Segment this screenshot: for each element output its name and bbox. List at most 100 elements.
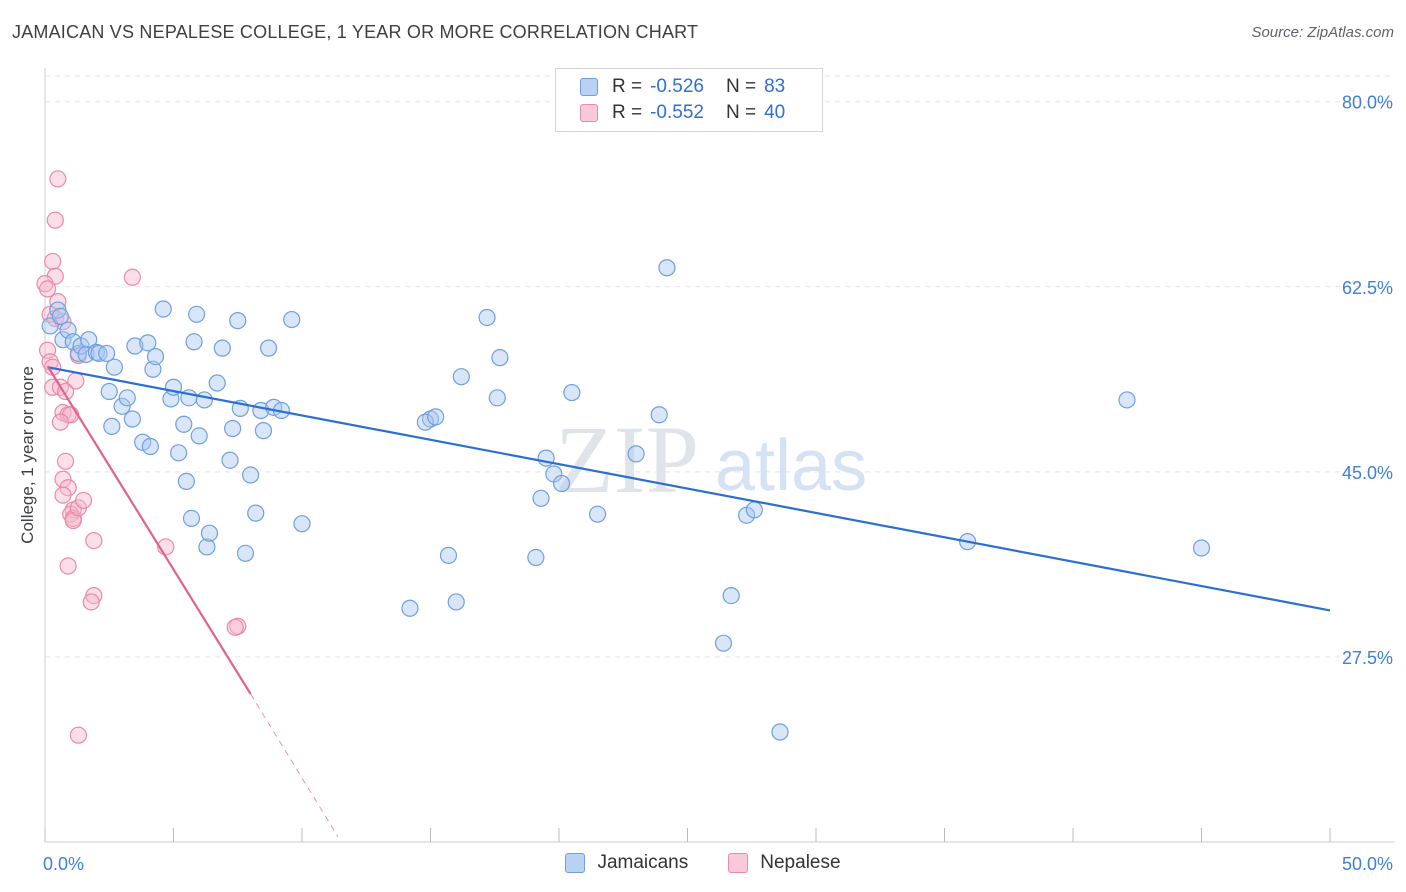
jamaican-point <box>283 310 301 329</box>
nepalese-trend-line <box>46 365 252 695</box>
nepalese-point <box>69 726 88 744</box>
jamaican-point <box>229 312 247 330</box>
jamaican-point <box>714 634 733 652</box>
legend-item-nepalese[interactable]: Nepalese <box>728 852 841 874</box>
jamaican-point <box>146 347 165 366</box>
jamaican-point <box>224 419 242 438</box>
legend-r-value: -0.552 <box>650 102 704 123</box>
watermark-zip: ZIP <box>555 406 699 513</box>
jamaican-point <box>126 337 144 355</box>
jamaican-point <box>123 410 141 428</box>
jamaican-point <box>175 415 193 433</box>
y-tick-label: 45.0% <box>1342 463 1393 483</box>
jamaican-point <box>650 406 668 424</box>
jamaican-point <box>293 515 311 533</box>
jamaican-point <box>427 408 445 426</box>
y-tick-label: 80.0% <box>1342 93 1393 113</box>
y-tick-label: 27.5% <box>1342 648 1393 668</box>
nepalese-point <box>44 252 62 271</box>
jamaican-point <box>154 300 172 318</box>
nepalese-point <box>85 532 103 550</box>
stats-legend: R = -0.526 N = 83 R = -0.552 N = 40 <box>555 68 823 132</box>
jamaican-point <box>452 368 470 386</box>
nepalese-point <box>38 280 57 298</box>
nepalese-point <box>49 170 67 188</box>
nepalese-point <box>51 413 70 431</box>
jamaican-point <box>563 383 581 402</box>
nepalese-point <box>54 486 72 504</box>
series-legend: Jamaicans Nepalese <box>0 852 1406 874</box>
jamaican-point <box>113 397 131 415</box>
jamaican-point <box>658 259 676 277</box>
jamaican-point <box>527 548 545 567</box>
nepalese-point <box>64 511 82 530</box>
legend-swatch-pink <box>580 104 598 122</box>
jamaican-point <box>103 417 121 435</box>
jamaican-point <box>77 345 95 364</box>
jamaican-point <box>1192 539 1211 557</box>
jamaican-point <box>51 307 70 326</box>
legend-row-jamaicans: R = -0.526 N = 83 <box>580 75 785 99</box>
jamaican-point <box>182 509 201 527</box>
legend-r-value: -0.526 <box>650 76 704 97</box>
jamaican-point <box>200 524 219 542</box>
legend-n-value: 40 <box>764 102 786 123</box>
legend-r-label: R = <box>612 76 643 97</box>
axes <box>44 68 1395 843</box>
nepalese-point <box>67 372 85 390</box>
jamaican-point <box>416 413 434 431</box>
nepalese-points <box>36 170 247 744</box>
jamaican-point <box>170 444 188 462</box>
jamaican-point <box>141 437 159 456</box>
jamaican-point <box>118 389 136 407</box>
legend-n-label: N = <box>725 102 757 123</box>
source-label: Source: ZipAtlas.com <box>1251 24 1394 41</box>
jamaican-point <box>439 546 458 565</box>
jamaican-point <box>447 593 465 611</box>
jamaican-point <box>491 349 509 367</box>
legend-swatch-jamaicans <box>565 853 586 873</box>
jamaican-point <box>188 305 206 323</box>
jamaican-point <box>259 339 278 357</box>
jamaican-point <box>771 723 789 741</box>
y-tick-label: 62.5% <box>1342 278 1393 298</box>
jamaican-point <box>208 374 226 392</box>
x-tick-label: 0.0% <box>43 854 84 874</box>
nepalese-trend-extension <box>250 693 339 837</box>
jamaican-point <box>242 466 260 484</box>
jamaican-point <box>198 538 216 556</box>
nepalese-point <box>56 452 75 470</box>
jamaican-point <box>100 382 118 401</box>
jamaican-point <box>54 331 72 349</box>
jamaican-trend-line <box>47 366 1331 612</box>
jamaican-point <box>105 358 123 376</box>
jamaican-point <box>80 331 98 349</box>
jamaican-point <box>190 427 208 445</box>
jamaican-point <box>177 472 195 490</box>
jamaican-point <box>221 451 239 469</box>
jamaican-point <box>98 344 116 363</box>
jamaican-point <box>1118 391 1136 409</box>
legend-label-nepalese: Nepalese <box>760 852 841 873</box>
x-tick-label: 50.0% <box>1342 854 1393 874</box>
jamaican-point <box>745 501 763 519</box>
chart-title: JAMAICAN VS NEPALESE COLLEGE, 1 YEAR OR … <box>12 22 699 42</box>
jamaican-point <box>144 360 162 378</box>
legend-n-label: N = <box>725 76 757 97</box>
tick-labels: 80.0% 62.5% 45.0% 27.5% 0.0% 50.0% <box>43 93 1393 874</box>
jamaican-point <box>722 586 740 605</box>
jamaican-point <box>627 445 645 463</box>
legend-item-jamaicans[interactable]: Jamaicans <box>565 852 688 874</box>
nepalese-point <box>123 268 141 286</box>
nepalese-point <box>82 593 100 611</box>
jamaican-point <box>254 422 273 440</box>
legend-n-value: 83 <box>764 76 786 97</box>
legend-r-label: R = <box>612 102 643 123</box>
nepalese-point <box>226 618 244 636</box>
jamaican-point <box>532 489 550 507</box>
jamaican-point <box>488 389 506 407</box>
jamaican-point <box>588 505 607 523</box>
jamaican-points <box>41 259 1211 741</box>
nepalese-point <box>46 211 64 229</box>
